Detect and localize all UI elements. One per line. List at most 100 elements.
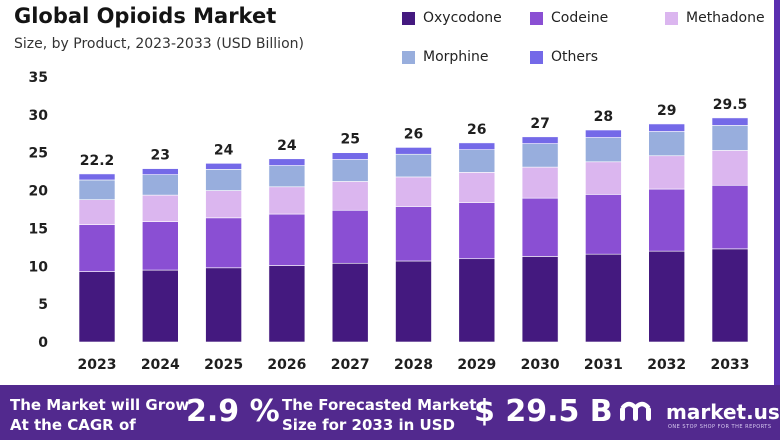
brand-name: market.us [666,400,780,424]
bar-segment-oxycodone-2025 [205,267,242,343]
x-tick-label-2025: 2025 [204,357,243,373]
legend-swatch-methadone [665,11,678,25]
y-tick-label: 35 [29,70,48,86]
chart-subtitle: Size, by Product, 2023-2033 (USD Billion… [14,36,304,52]
y-tick-label: 5 [38,297,48,313]
legend-swatch-morphine [402,50,415,64]
chart-legend: Oxycodone Codeine Methadone Morphine Oth… [0,0,780,80]
forecast-value: $ 29.5 B [474,394,613,429]
bar-segment-methadone-2024 [142,194,179,222]
bar-segment-morphine-2027 [331,159,369,182]
bar-segment-morphine-2026 [268,165,306,188]
bar-segment-others-2026 [268,158,306,166]
bar-segment-others-2023 [78,173,116,181]
y-tick-label: 15 [29,221,48,237]
y-tick-label: 20 [29,184,49,200]
chart-title: Global Opioids Market [14,4,277,28]
bar-segment-methadone-2023 [78,199,116,225]
bar-segment-morphine-2031 [585,137,622,163]
legend-label-others: Others [551,49,599,65]
bar-segment-oxycodone-2024 [142,269,179,343]
bar-segment-methadone-2030 [521,166,559,199]
bar-total-label-2032: 29 [657,103,676,119]
bar-segment-morphine-2033 [711,125,749,151]
bar-segment-codeine-2033 [711,184,749,250]
bar-segment-codeine-2024 [142,221,179,271]
legend-item-others: Others [530,49,598,65]
y-tick-label: 30 [29,108,49,124]
bar-total-label-2026: 24 [277,138,297,154]
bar-segment-morphine-2032 [648,131,686,157]
bar-segment-morphine-2029 [458,149,496,173]
cagr-text-line2: At the CAGR of [10,416,136,434]
bar-segment-methadone-2025 [205,190,242,219]
bar-segment-oxycodone-2032 [648,250,686,343]
bar-segment-morphine-2025 [205,169,242,191]
legend-swatch-others [530,50,543,64]
x-tick-label-2032: 2032 [647,357,686,373]
bar-segment-morphine-2023 [78,179,116,200]
legend-item-codeine: Codeine [530,10,608,26]
bar-segment-others-2032 [648,123,686,132]
x-tick-label-2026: 2026 [267,357,306,373]
bar-segment-others-2027 [331,152,369,160]
bar-segment-methadone-2028 [395,176,432,207]
frame-accent [774,0,780,440]
bar-segment-methadone-2031 [585,161,622,195]
bar-segment-others-2029 [458,142,496,150]
bar-segment-codeine-2032 [648,188,686,252]
bar-segment-methadone-2029 [458,172,496,203]
bar-segment-morphine-2028 [395,153,432,178]
y-tick-label: 25 [29,146,48,162]
bar-segment-codeine-2030 [521,197,559,257]
bar-segment-codeine-2025 [205,217,242,269]
bar-total-label-2030: 27 [530,116,549,132]
bar-segment-oxycodone-2023 [78,271,116,343]
x-tick-label-2028: 2028 [394,357,433,373]
bar-total-label-2029: 26 [467,122,486,138]
legend-item-methadone: Methadone [665,10,765,26]
bar-segment-oxycodone-2030 [521,256,559,343]
bar-segment-others-2031 [585,129,622,138]
bar-segment-codeine-2029 [458,202,496,260]
cagr-value: 2.9 % [186,394,280,429]
bar-segment-morphine-2024 [142,174,179,196]
bar-segment-others-2033 [711,117,749,126]
bar-segment-morphine-2030 [521,143,559,168]
bar-segment-methadone-2027 [331,181,369,211]
legend-label-morphine: Morphine [423,49,489,65]
legend-swatch-codeine [530,11,543,25]
bar-segment-oxycodone-2026 [268,265,306,343]
bar-segment-methadone-2033 [711,150,749,186]
bar-total-label-2025: 24 [214,142,234,158]
bar-total-label-2028: 26 [404,126,423,142]
forecast-text-line2: Size for 2033 in USD [282,416,455,434]
bar-segment-codeine-2026 [268,213,306,266]
bar-segment-codeine-2031 [585,194,622,255]
bar-segment-oxycodone-2028 [395,260,432,343]
y-tick-label: 10 [29,259,49,275]
bar-segment-oxycodone-2033 [711,248,749,343]
bar-segment-others-2024 [142,168,179,175]
bar-total-label-2023: 22.2 [80,153,115,169]
bar-segment-methadone-2026 [268,186,306,215]
legend-item-oxycodone: Oxycodone [402,10,502,26]
y-tick-label: 0 [38,335,48,351]
legend-label-oxycodone: Oxycodone [423,10,502,26]
x-tick-label-2029: 2029 [457,357,496,373]
footer-banner: The Market will Grow At the CAGR of 2.9 … [0,385,780,440]
bar-segment-others-2030 [521,136,559,144]
cagr-text-line1: The Market will Grow [10,396,190,414]
x-tick-label-2033: 2033 [711,357,750,373]
bar-segment-oxycodone-2027 [331,262,369,343]
x-tick-label-2030: 2030 [521,357,560,373]
legend-label-codeine: Codeine [551,10,609,26]
bar-segment-others-2028 [395,147,432,155]
stacked-bar-chart: 0510152025303522.22023232024242025242026… [29,70,750,373]
legend-label-methadone: Methadone [686,10,765,26]
cagr-text: The Market will Grow At the CAGR of [10,395,189,435]
x-tick-label-2031: 2031 [584,357,623,373]
brand-tagline: ONE STOP SHOP FOR THE REPORTS [668,424,772,430]
bar-segment-codeine-2028 [395,206,432,262]
legend-swatch-oxycodone [402,11,415,25]
